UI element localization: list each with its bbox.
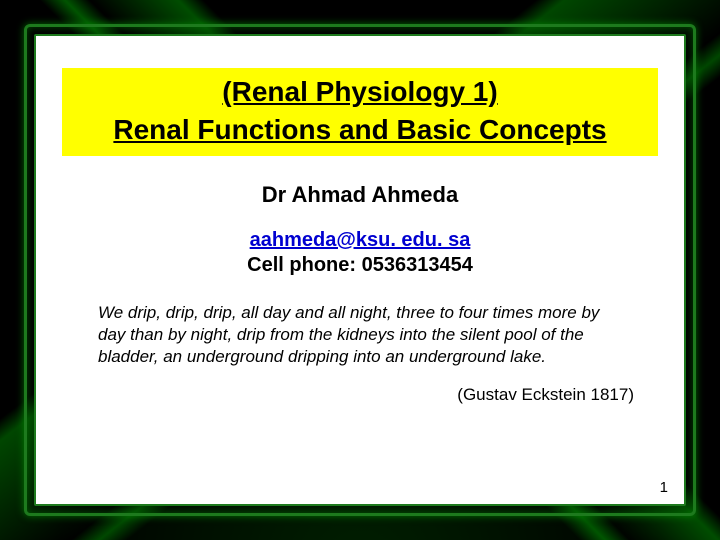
- slide-content: (Renal Physiology 1) Renal Functions and…: [38, 38, 682, 502]
- quote-text: We drip, drip, drip, all day and all nig…: [98, 302, 622, 367]
- title-band: (Renal Physiology 1) Renal Functions and…: [62, 68, 658, 156]
- author-name: Dr Ahmad Ahmeda: [38, 182, 682, 208]
- slide-number: 1: [660, 479, 668, 496]
- contact-block: aahmeda@ksu. edu. sa Cell phone: 0536313…: [38, 228, 682, 278]
- email-link[interactable]: aahmeda@ksu. edu. sa: [250, 229, 471, 251]
- title-line-1: (Renal Physiology 1): [72, 76, 648, 108]
- quote-attribution: (Gustav Eckstein 1817): [38, 385, 634, 405]
- title-line-2: Renal Functions and Basic Concepts: [72, 114, 648, 146]
- phone-text: Cell phone: 0536313454: [247, 254, 473, 276]
